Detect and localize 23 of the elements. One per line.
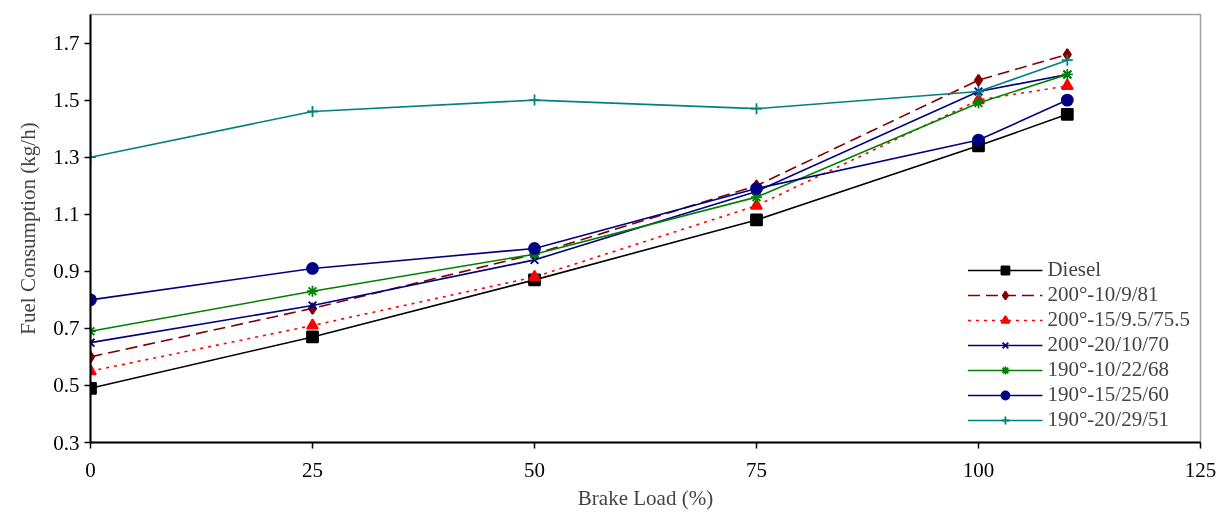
y-axis-title: Fuel Consumption (kg/h) [16,122,41,335]
x-tick-label: 75 [746,457,767,482]
y-tick-label: 0.5 [53,373,80,398]
y-tick-label: 1.5 [53,88,80,113]
y-tick-label: 0.3 [53,430,80,455]
x-tick-label: 25 [302,457,323,482]
legend-label: 190°-20/29/51 [1047,407,1169,432]
legend-label: Diesel [1047,257,1102,282]
y-tick-label: 0.7 [53,316,80,341]
legend-label: 190°-10/22/68 [1047,357,1169,382]
y-tick-label: 1.7 [53,31,80,56]
x-tick-label: 100 [962,457,995,482]
x-tick-label: 0 [85,457,96,482]
legend-label: 190°-15/25/60 [1047,382,1169,407]
x-tick-label: 50 [524,457,545,482]
legend-label: 200°-10/9/81 [1047,282,1159,307]
legend-label: 200°-15/9.5/75.5 [1047,307,1190,332]
y-tick-label: 0.9 [53,259,80,284]
y-tick-label: 1.1 [53,202,80,227]
y-tick-label: 1.3 [53,145,80,170]
legend-label: 200°-20/10/70 [1047,332,1169,357]
x-tick-label: 125 [1184,457,1217,482]
x-axis-title: Brake Load (%) [577,485,714,510]
